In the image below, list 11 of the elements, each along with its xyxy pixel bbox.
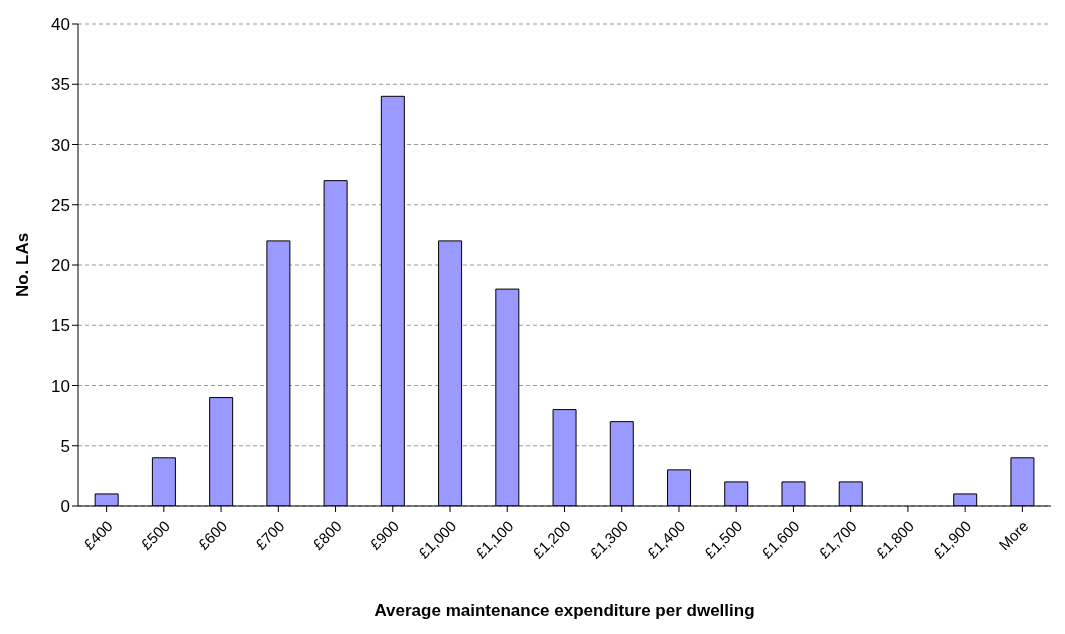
y-tick-label: 25: [51, 195, 70, 215]
y-tick-label: 0: [60, 497, 70, 517]
y-tick-label: 15: [51, 316, 70, 336]
y-tick-label: 20: [51, 256, 70, 276]
y-axis-title: No. LAs: [13, 232, 33, 298]
y-tick-label: 35: [51, 75, 70, 95]
x-axis-title: Average maintenance expenditure per dwelling: [374, 601, 755, 620]
y-tick-label: 10: [51, 376, 70, 396]
y-tick-label: 5: [60, 436, 70, 456]
y-tick-label: 30: [51, 135, 70, 155]
y-tick-label: 40: [51, 15, 70, 35]
